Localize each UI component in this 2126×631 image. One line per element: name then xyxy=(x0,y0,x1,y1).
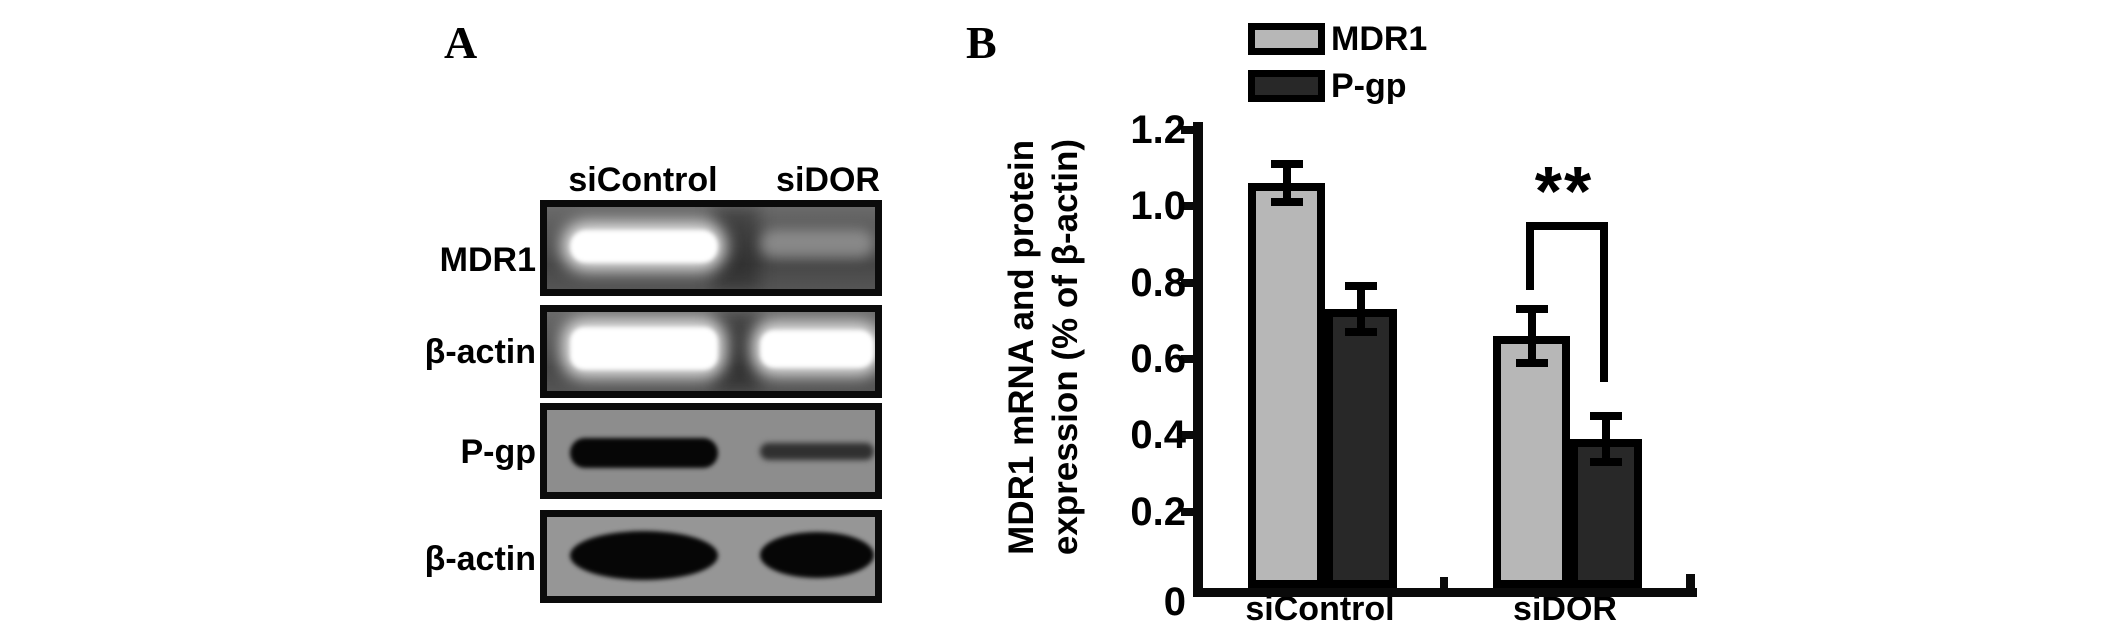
x-axis-end-tick xyxy=(1686,574,1695,588)
error-bar-cap-bottom xyxy=(1345,328,1377,337)
error-bar-cap-top xyxy=(1516,305,1548,314)
error-bar-stem xyxy=(1357,286,1365,333)
error-bar-cap-bottom xyxy=(1516,358,1548,367)
y-axis-label-line-2: expression (% of β-actin) xyxy=(1045,138,1085,556)
blot-row-label-4: β-actin xyxy=(424,540,536,578)
x-category-label-sidor: siDOR xyxy=(1513,590,1617,628)
error-bar-cap-top xyxy=(1345,282,1377,291)
blot-box-4 xyxy=(540,510,882,603)
bar-mdr1-sidor xyxy=(1493,336,1570,588)
band-sicontrol xyxy=(570,531,718,580)
band-sicontrol xyxy=(570,438,718,468)
lane-gap-shadow xyxy=(713,312,759,391)
error-bar-cap-bottom xyxy=(1590,458,1622,467)
blot-box-1 xyxy=(540,200,882,296)
y-tick-label-0.8: 0.8 xyxy=(1130,260,1186,305)
y-axis-line xyxy=(1193,122,1203,597)
band-sidor xyxy=(760,330,874,368)
bar-mdr1-sicontrol xyxy=(1248,183,1325,588)
y-axis-label: MDR1 mRNA and protein expression (% of β… xyxy=(1000,112,1088,582)
band-sidor xyxy=(760,443,874,460)
lane-header-sicontrol: siControl xyxy=(568,161,718,199)
error-bar-stem xyxy=(1528,309,1536,363)
y-axis-label-line-1: MDR1 mRNA and protein xyxy=(1002,139,1041,555)
x-category-label-sicontrol: siControl xyxy=(1245,590,1395,628)
significance-bracket-right xyxy=(1600,222,1608,382)
y-tick-0.6 xyxy=(1181,354,1193,363)
blot-box-2 xyxy=(540,305,882,398)
significance-bracket-top xyxy=(1526,222,1608,230)
y-tick-label-0: 0 xyxy=(1163,580,1186,624)
significance-bracket-left xyxy=(1526,222,1534,290)
error-bar-cap-top xyxy=(1590,412,1622,421)
y-tick-1.2 xyxy=(1181,125,1193,134)
y-tick-label-0.2: 0.2 xyxy=(1130,489,1186,534)
y-tick-label-1.0: 1.0 xyxy=(1130,184,1186,229)
x-axis-mid-tick xyxy=(1440,577,1448,588)
y-tick-0.2 xyxy=(1181,507,1193,516)
blot-row-label-1: MDR1 xyxy=(439,241,536,279)
legend-swatch-mdr1 xyxy=(1248,23,1325,55)
y-tick-label-0.6: 0.6 xyxy=(1130,336,1186,381)
error-bar-stem xyxy=(1283,164,1291,203)
legend-label-pgp: P-gp xyxy=(1331,67,1407,105)
panel-b-label: B xyxy=(966,17,997,68)
band-sicontrol xyxy=(570,230,718,263)
x-axis-line xyxy=(1193,588,1697,597)
y-tick-1.0 xyxy=(1181,202,1193,211)
band-sidor xyxy=(760,230,874,258)
blot-box-3 xyxy=(540,403,882,499)
y-tick-0.4 xyxy=(1181,431,1193,440)
blot-row-label-3: P-gp xyxy=(460,433,536,471)
y-tick-0.8 xyxy=(1181,278,1193,287)
y-tick-label-0.4: 0.4 xyxy=(1130,413,1186,458)
legend-swatch-pgp xyxy=(1248,70,1325,102)
band-sicontrol xyxy=(570,327,718,370)
lane-header-sidor: siDOR xyxy=(776,161,880,199)
bar-p-gp-sicontrol xyxy=(1325,309,1397,588)
band-sidor xyxy=(760,532,874,578)
blot-row-label-2: β-actin xyxy=(424,333,536,371)
y-tick-label-1.2: 1.2 xyxy=(1130,107,1186,152)
legend-label-mdr1: MDR1 xyxy=(1331,20,1428,58)
error-bar-cap-bottom xyxy=(1271,198,1303,207)
error-bar-stem xyxy=(1602,416,1610,463)
lane-gap-shadow xyxy=(713,207,759,289)
significance-stars: ** xyxy=(1534,152,1594,230)
error-bar-cap-top xyxy=(1271,160,1303,169)
panel-a-label: A xyxy=(444,17,478,68)
